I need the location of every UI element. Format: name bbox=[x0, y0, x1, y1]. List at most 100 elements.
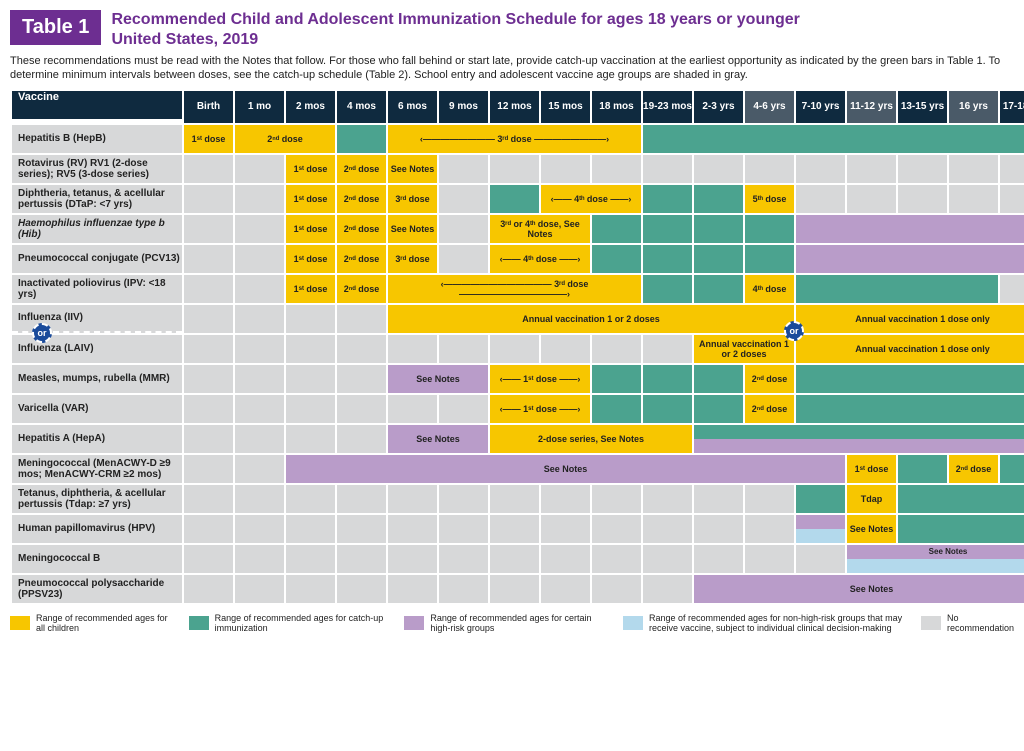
row-menb: Meningococcal B See Notes bbox=[12, 545, 1024, 573]
title-line-2: United States, 2019 bbox=[111, 30, 799, 50]
row-mmr: Measles, mumps, rubella (MMR) See Notes … bbox=[12, 365, 1024, 393]
swatch-green bbox=[189, 616, 209, 630]
legend-purple-text: Range of recommended ages for certain hi… bbox=[430, 613, 605, 633]
tdap-dose: Tdap bbox=[847, 485, 896, 513]
header: Table 1 Recommended Child and Adolescent… bbox=[10, 10, 1014, 50]
vac-dtap: Diphtheria, tetanus, & acellular pertuss… bbox=[12, 185, 182, 213]
row-dtap: Diphtheria, tetanus, & acellular pertuss… bbox=[12, 185, 1024, 213]
title-line-1: Recommended Child and Adolescent Immuniz… bbox=[111, 10, 799, 30]
or-badge-right: or bbox=[784, 321, 804, 341]
legend-gray-text: No recommendation bbox=[947, 613, 1014, 633]
age-19-23mo: 19-23 mos bbox=[643, 91, 692, 123]
row-tdap: Tetanus, diphtheria, & acellular pertuss… bbox=[12, 485, 1024, 513]
row-hepb: Hepatitis B (HepB) 1ˢᵗ dose 2ⁿᵈ dose ‹——… bbox=[12, 125, 1024, 153]
row-hpv: Human papillomavirus (HPV) See Notes bbox=[12, 515, 1024, 543]
age-16y: 16 yrs bbox=[949, 91, 998, 123]
dtap-d3: 3ʳᵈ dose bbox=[388, 185, 437, 213]
men-d1: 1ˢᵗ dose bbox=[847, 455, 896, 483]
age-birth: Birth bbox=[184, 91, 233, 123]
row-var: Varicella (VAR) ‹—— 1ˢᵗ dose ——› 2ⁿᵈ dos… bbox=[12, 395, 1024, 423]
row-laiv: Influenza (LAIV) Annual vaccination 1 or… bbox=[12, 335, 1024, 363]
menb-clin bbox=[847, 559, 1024, 573]
mmr-notes: See Notes bbox=[388, 365, 488, 393]
ipv-d1: 1ˢᵗ dose bbox=[286, 275, 335, 303]
hpv-clin bbox=[796, 529, 845, 543]
age-header-row: Vaccine Birth 1 mo 2 mos 4 mos 6 mos 9 m… bbox=[12, 91, 1024, 123]
hepa-high bbox=[694, 439, 1024, 453]
hepb-d1: 1ˢᵗ dose bbox=[184, 125, 233, 153]
hepa-notes: See Notes bbox=[388, 425, 488, 453]
dtap-d2: 2ⁿᵈ dose bbox=[337, 185, 386, 213]
schedule-table: Vaccine Birth 1 mo 2 mos 4 mos 6 mos 9 m… bbox=[10, 89, 1024, 605]
hib-notes: See Notes bbox=[388, 215, 437, 243]
iiv-annual: Annual vaccination 1 or 2 doses bbox=[388, 305, 794, 333]
laiv-annual-1: Annual vaccination 1 dose only bbox=[796, 335, 1024, 363]
row-menacwy: Meningococcal (MenACWY-D ≥9 mos; MenACWY… bbox=[12, 455, 1024, 483]
legend-gray: No recommendation bbox=[921, 613, 1014, 633]
legend-purple: Range of recommended ages for certain hi… bbox=[404, 613, 605, 633]
vac-mmr: Measles, mumps, rubella (MMR) bbox=[12, 365, 182, 393]
age-13-15y: 13-15 yrs bbox=[898, 91, 947, 123]
row-ppsv: Pneumococcal polysaccharide (PPSV23) See… bbox=[12, 575, 1024, 603]
vac-pcv: Pneumococcal conjugate (PCV13) bbox=[12, 245, 182, 273]
legend-blue: Range of recommended ages for non-high-r… bbox=[623, 613, 903, 633]
vaccine-col-header: Vaccine bbox=[12, 91, 182, 119]
vac-men: Meningococcal (MenACWY-D ≥9 mos; MenACWY… bbox=[12, 455, 182, 483]
mmr-d2: 2ⁿᵈ dose bbox=[745, 365, 794, 393]
ipv-d3: ‹———————————— 3ʳᵈ dose ————————————› bbox=[388, 275, 641, 303]
row-rv: Rotavirus (RV) RV1 (2-dose series); RV5 … bbox=[12, 155, 1024, 183]
pcv-d3: 3ʳᵈ dose bbox=[388, 245, 437, 273]
intro-text: These recommendations must be read with … bbox=[10, 54, 1014, 83]
dtap-d4: ‹—— 4ᵗʰ dose ——› bbox=[541, 185, 641, 213]
age-15mo: 15 mos bbox=[541, 91, 590, 123]
rv-d1: 1ˢᵗ dose bbox=[286, 155, 335, 183]
iiv-annual-1: Annual vaccination 1 dose only bbox=[796, 305, 1024, 333]
vac-rv: Rotavirus (RV) RV1 (2-dose series); RV5 … bbox=[12, 155, 182, 183]
legend-green: Range of recommended ages for catch-up i… bbox=[189, 613, 387, 633]
hepa-catch bbox=[694, 425, 1024, 439]
vac-tdap: Tetanus, diphtheria, & acellular pertuss… bbox=[12, 485, 182, 513]
rv-d2: 2ⁿᵈ dose bbox=[337, 155, 386, 183]
hepb-d2: 2ⁿᵈ dose bbox=[235, 125, 335, 153]
age-12mo: 12 mos bbox=[490, 91, 539, 123]
vac-menb: Meningococcal B bbox=[12, 545, 182, 573]
hpv-high bbox=[796, 515, 845, 529]
swatch-yellow bbox=[10, 616, 30, 630]
legend-yellow-text: Range of recommended ages for all childr… bbox=[36, 613, 171, 633]
row-hib: Haemophilus influenzae type b (Hib) 1ˢᵗ … bbox=[12, 215, 1024, 243]
hepb-d3: ‹———————— 3ʳᵈ dose ————————› bbox=[388, 125, 641, 153]
title: Recommended Child and Adolescent Immuniz… bbox=[111, 10, 799, 50]
var-d2: 2ⁿᵈ dose bbox=[745, 395, 794, 423]
mmr-d1: ‹—— 1ˢᵗ dose ——› bbox=[490, 365, 590, 393]
men-d2: 2ⁿᵈ dose bbox=[949, 455, 998, 483]
age-18mo: 18 mos bbox=[592, 91, 641, 123]
age-2mo: 2 mos bbox=[286, 91, 335, 123]
age-17-18y: 17-18 yrs bbox=[1000, 91, 1024, 123]
immunization-schedule: Table 1 Recommended Child and Adolescent… bbox=[10, 10, 1014, 633]
dtap-d5: 5ᵗʰ dose bbox=[745, 185, 794, 213]
vac-iiv: Influenza (IIV) or bbox=[12, 305, 182, 333]
legend-yellow: Range of recommended ages for all childr… bbox=[10, 613, 171, 633]
ppsv-notes: See Notes bbox=[694, 575, 1024, 603]
men-notes: See Notes bbox=[286, 455, 845, 483]
age-11-12y: 11-12 yrs bbox=[847, 91, 896, 123]
vac-ppsv: Pneumococcal polysaccharide (PPSV23) bbox=[12, 575, 182, 603]
swatch-gray bbox=[921, 616, 941, 630]
menb-high: See Notes bbox=[847, 545, 1024, 559]
age-6mo: 6 mos bbox=[388, 91, 437, 123]
hib-d1: 1ˢᵗ dose bbox=[286, 215, 335, 243]
pcv-d1: 1ˢᵗ dose bbox=[286, 245, 335, 273]
vac-hepa: Hepatitis A (HepA) bbox=[12, 425, 182, 453]
pcv-d4: ‹—— 4ᵗʰ dose ——› bbox=[490, 245, 590, 273]
row-pcv: Pneumococcal conjugate (PCV13) 1ˢᵗ dose … bbox=[12, 245, 1024, 273]
age-4-6y: 4-6 yrs bbox=[745, 91, 794, 123]
ipv-d4: 4ᵗʰ dose bbox=[745, 275, 794, 303]
age-4mo: 4 mos bbox=[337, 91, 386, 123]
swatch-purple bbox=[404, 616, 424, 630]
or-badge-left: or bbox=[32, 323, 52, 343]
age-9mo: 9 mos bbox=[439, 91, 488, 123]
row-hepa: Hepatitis A (HepA) See Notes 2-dose seri… bbox=[12, 425, 1024, 453]
age-1mo: 1 mo bbox=[235, 91, 284, 123]
vac-var: Varicella (VAR) bbox=[12, 395, 182, 423]
ipv-d2: 2ⁿᵈ dose bbox=[337, 275, 386, 303]
